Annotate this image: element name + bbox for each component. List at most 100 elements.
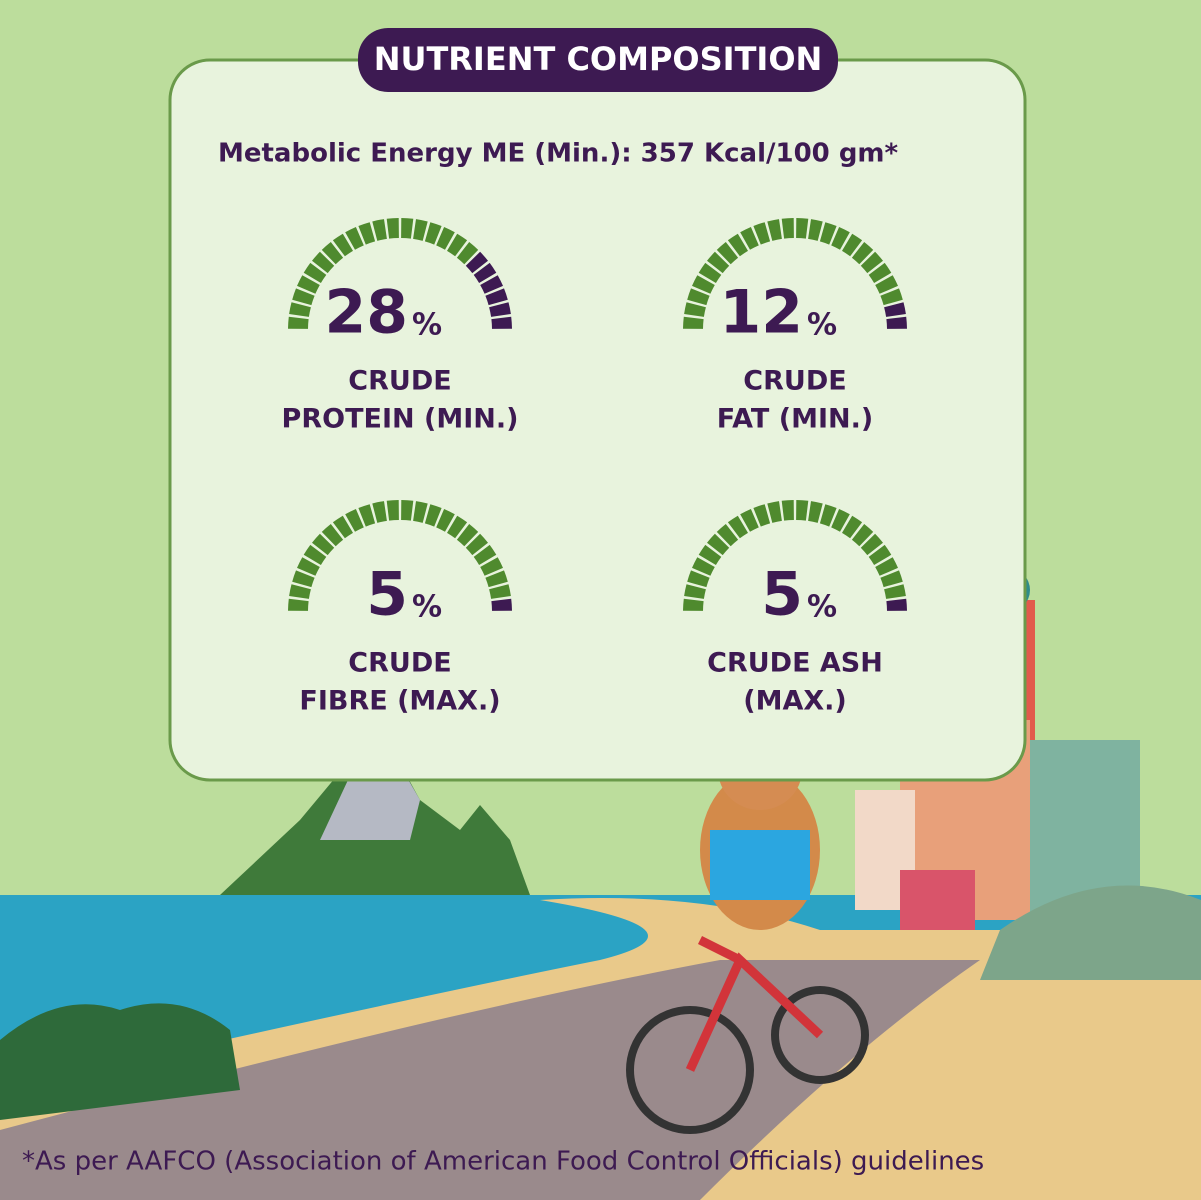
gauge-segment (851, 524, 874, 547)
gauge-segment (781, 500, 794, 521)
gauge-value: 5 (366, 560, 408, 630)
gauge-label: CRUDE (348, 648, 451, 679)
gauge-segment (303, 262, 327, 283)
gauge-segment (321, 524, 344, 547)
gauge-segment (819, 504, 837, 527)
gauges: 28 % CRUDE PROTEIN (MIN.) 12 % CRUDE FAT (MIN.)… (282, 218, 907, 717)
gauge-segment (288, 316, 309, 329)
gauge-segment (716, 524, 739, 547)
gauge-segment (716, 242, 739, 265)
gauge-segment (345, 509, 364, 532)
gauge-segment (332, 233, 353, 257)
gauge-segment (707, 533, 730, 556)
gauge-value: 28 (325, 278, 409, 348)
gauge-segment (358, 222, 376, 245)
gauge-segment (489, 584, 511, 599)
gauge-segment (413, 501, 428, 523)
gauge-segment (707, 251, 730, 274)
gauge-segment (358, 504, 376, 527)
gauge-segment (485, 288, 508, 306)
gauge-label: CRUDE ASH (707, 648, 883, 679)
gauge-segment (485, 570, 508, 588)
gauge-segment (842, 233, 863, 257)
gauge-unit: % (412, 308, 442, 343)
gauge-segment (796, 218, 809, 239)
energy: Metabolic Energy ME (Min.): 357 Kcal/100… (218, 139, 899, 169)
gauge-segment (401, 218, 414, 239)
gauge-segment (456, 242, 479, 265)
gauge-segment (875, 275, 898, 294)
gauge-segment (465, 533, 488, 556)
gauge-segment (473, 262, 497, 283)
gauge-segment (303, 544, 327, 565)
gauge-segment (424, 222, 442, 245)
gauge-segment (297, 275, 320, 294)
gauge-unit: % (807, 308, 837, 343)
gauge-segment (345, 227, 364, 250)
gauge-label: FAT (MIN.) (717, 404, 873, 435)
gauge-segment (465, 251, 488, 274)
gauge-label: CRUDE (743, 366, 846, 397)
gauge-segment (880, 570, 903, 588)
gauge-segment (692, 557, 715, 576)
scene (0, 568, 1201, 1200)
gauge-segment (692, 275, 715, 294)
gauge-label: PROTEIN (MIN.) (282, 404, 519, 435)
gauge-segment (875, 557, 898, 576)
gauge-segment (684, 302, 706, 317)
gauge-segment (753, 504, 771, 527)
gauge-segment (860, 251, 883, 274)
gauge-segment (386, 500, 399, 521)
gauge-unit: % (412, 590, 442, 625)
gauge-segment (687, 570, 710, 588)
gauge-segment (727, 233, 748, 257)
gauge-segment (683, 316, 704, 329)
gauge-segment (491, 598, 512, 611)
gauge-segment (698, 544, 722, 565)
gauge-segment (372, 501, 387, 523)
gauge-segment (288, 598, 309, 611)
gauge-segment (727, 515, 748, 539)
gauge-segment (753, 222, 771, 245)
gauge-segment (447, 515, 468, 539)
gauge-segment (808, 501, 823, 523)
gauge-segment (473, 544, 497, 565)
gauge-segment (868, 544, 892, 565)
gauge-segment (842, 515, 863, 539)
gauge-segment (684, 584, 706, 599)
gauge-label: (MAX.) (743, 686, 847, 717)
gauge-segment (886, 598, 907, 611)
gauge-segment (386, 218, 399, 239)
title-pill (358, 28, 838, 92)
gauge-segment (880, 288, 903, 306)
gauge-segment (480, 557, 503, 576)
gauge-segment (740, 227, 759, 250)
gauge-segment (491, 316, 512, 329)
gauge-label: FIBRE (MAX.) (299, 686, 500, 717)
gauge-segment (819, 222, 837, 245)
gauge-segment (436, 509, 455, 532)
gauge-segment (401, 500, 414, 521)
gauge-segment (424, 504, 442, 527)
gauge-segment (289, 302, 311, 317)
gauge-segment (332, 515, 353, 539)
gauge-segment (860, 533, 883, 556)
gauge-segment (851, 242, 874, 265)
gauge-segment (740, 509, 759, 532)
gauge-segment (831, 509, 850, 532)
gauge-segment (489, 302, 511, 317)
gauge-segment (767, 501, 782, 523)
gauge-segment (698, 262, 722, 283)
gauge-segment (297, 557, 320, 576)
gauge-segment (292, 288, 315, 306)
gauge-segment (868, 262, 892, 283)
gauge-segment (289, 584, 311, 599)
gauge-segment (831, 227, 850, 250)
gauge-segment (372, 219, 387, 241)
gauge-unit: % (807, 590, 837, 625)
footnote: *As per AAFCO (Association of American F… (22, 1147, 984, 1177)
gauge-value: 12 (720, 278, 804, 348)
gauge-segment (413, 219, 428, 241)
